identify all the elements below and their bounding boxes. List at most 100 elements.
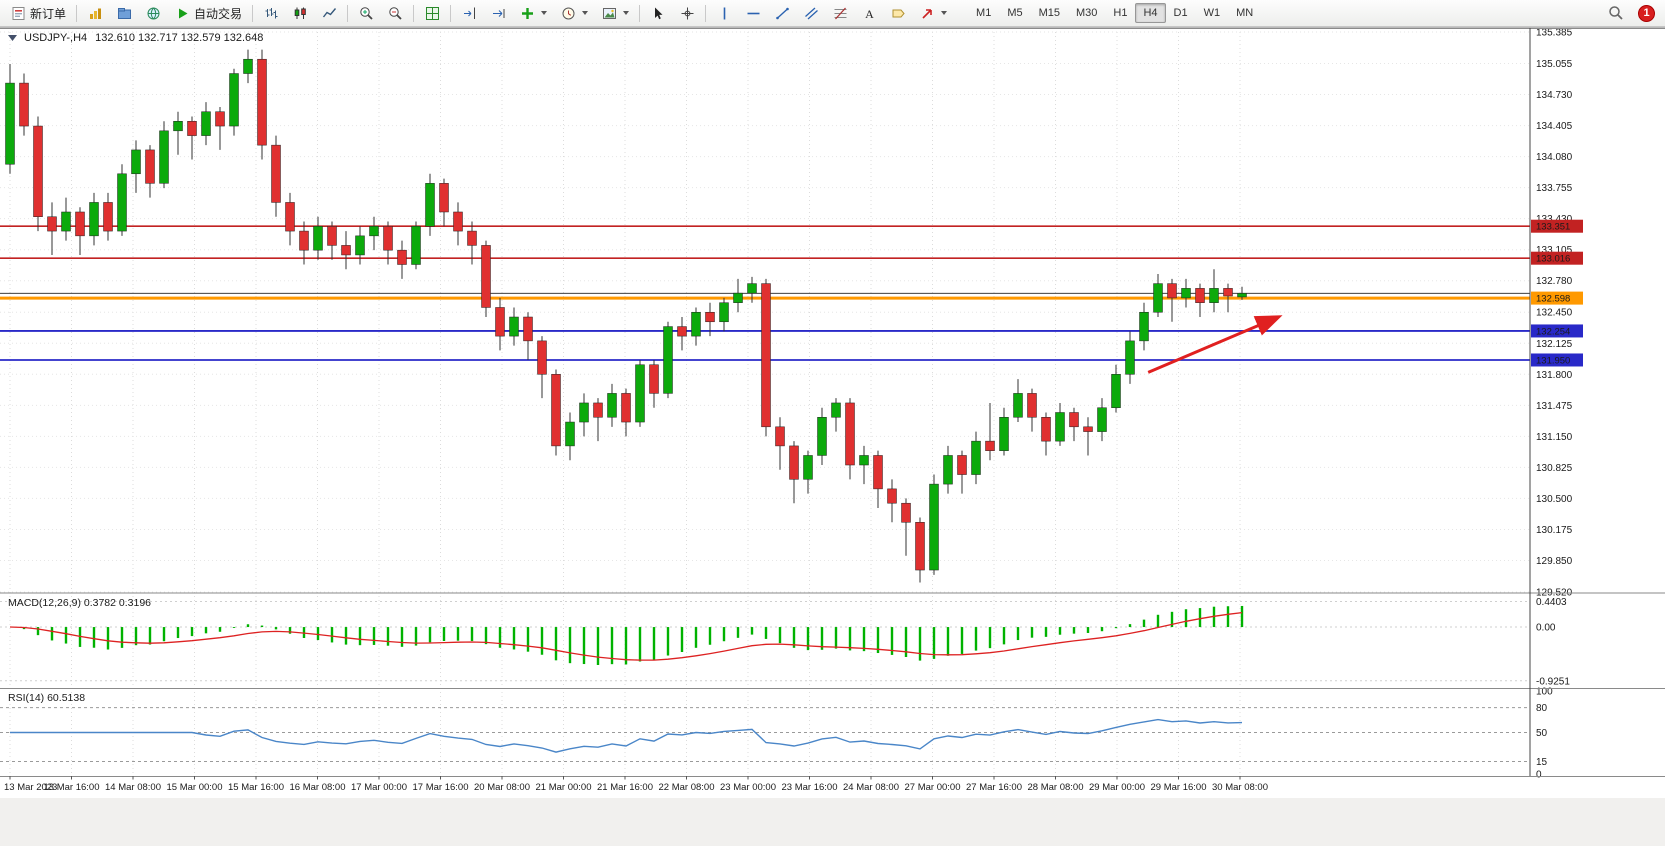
candle-body[interactable]: [817, 417, 827, 456]
candle-body[interactable]: [537, 340, 547, 375]
candle-body[interactable]: [845, 402, 855, 466]
price-chart[interactable]: 135.385 135.055 134.730 134.405 134.080 133.7…: [0, 28, 1665, 798]
candle-body[interactable]: [1069, 412, 1079, 428]
candle-body[interactable]: [411, 226, 421, 265]
candle-body[interactable]: [649, 364, 659, 394]
candle-body[interactable]: [1027, 393, 1037, 418]
timeframe-d1-button[interactable]: D1: [1166, 3, 1196, 23]
candle-body[interactable]: [985, 440, 995, 451]
arrows-tool-button[interactable]: [913, 2, 953, 24]
candle-body[interactable]: [355, 235, 365, 256]
candle-body[interactable]: [775, 426, 785, 447]
add-indicator-button[interactable]: [513, 2, 553, 24]
timeframe-m30-button[interactable]: M30: [1068, 3, 1105, 23]
timeframe-m15-button[interactable]: M15: [1031, 3, 1068, 23]
zoom-out-button[interactable]: [381, 2, 409, 24]
candle-body[interactable]: [789, 445, 799, 480]
autotrading-button[interactable]: 自动交易: [168, 2, 248, 24]
candle-body[interactable]: [47, 216, 57, 232]
candlestick-chart-button[interactable]: [286, 2, 314, 24]
trendline-button[interactable]: [768, 2, 796, 24]
candle-body[interactable]: [1055, 412, 1065, 442]
zoom-in-button[interactable]: [352, 2, 380, 24]
timeframe-m5-button[interactable]: M5: [999, 3, 1030, 23]
candle-body[interactable]: [75, 211, 85, 237]
candle-body[interactable]: [61, 211, 71, 232]
new-chart-button[interactable]: [81, 2, 109, 24]
horizontal-line-button[interactable]: [739, 2, 767, 24]
candle-body[interactable]: [19, 82, 29, 127]
market-watch-button[interactable]: [139, 2, 167, 24]
candle-body[interactable]: [943, 455, 953, 485]
candle-body[interactable]: [705, 311, 715, 323]
timeframe-h4-button[interactable]: H4: [1135, 3, 1166, 23]
candle-body[interactable]: [509, 316, 519, 337]
candle-body[interactable]: [621, 393, 631, 423]
candle-body[interactable]: [831, 402, 841, 418]
candle-body[interactable]: [691, 311, 701, 337]
candle-body[interactable]: [33, 125, 43, 218]
crosshair-button[interactable]: [673, 2, 701, 24]
candle-body[interactable]: [873, 455, 883, 490]
timeframe-mn-button[interactable]: MN: [1228, 3, 1261, 23]
candle-body[interactable]: [383, 226, 393, 251]
candle-body[interactable]: [1041, 417, 1051, 442]
vertical-line-button[interactable]: [710, 2, 738, 24]
candle-body[interactable]: [369, 226, 379, 237]
candle-body[interactable]: [1111, 374, 1121, 408]
candle-body[interactable]: [761, 283, 771, 428]
candle-body[interactable]: [271, 144, 281, 203]
chart-window[interactable]: 135.385 135.055 134.730 134.405 134.080 133.7…: [0, 27, 1665, 798]
candle-body[interactable]: [957, 455, 967, 475]
candle-body[interactable]: [1223, 288, 1233, 297]
candle-body[interactable]: [257, 58, 267, 146]
candle-body[interactable]: [173, 121, 183, 132]
candle-body[interactable]: [663, 326, 673, 394]
candle-body[interactable]: [1013, 393, 1023, 418]
candle-body[interactable]: [1195, 288, 1205, 303]
candle-body[interactable]: [159, 130, 169, 184]
candle-body[interactable]: [439, 183, 449, 213]
text-label-button[interactable]: [884, 2, 912, 24]
profiles-button[interactable]: [110, 2, 138, 24]
candle-body[interactable]: [1125, 340, 1135, 375]
candle-body[interactable]: [1209, 288, 1219, 303]
candle-body[interactable]: [89, 202, 99, 237]
line-chart-button[interactable]: [315, 2, 343, 24]
periods-button[interactable]: [554, 2, 594, 24]
candle-body[interactable]: [117, 173, 127, 232]
candle-body[interactable]: [747, 283, 757, 294]
candle-body[interactable]: [299, 230, 309, 251]
candle-body[interactable]: [243, 58, 253, 74]
candle-body[interactable]: [803, 455, 813, 480]
candle-body[interactable]: [313, 226, 323, 251]
candle-body[interactable]: [341, 245, 351, 256]
candle-body[interactable]: [229, 73, 239, 127]
candle-body[interactable]: [145, 149, 155, 184]
candle-body[interactable]: [1083, 426, 1093, 432]
candle-body[interactable]: [971, 440, 981, 475]
candle-body[interactable]: [593, 402, 603, 418]
candle-body[interactable]: [327, 226, 337, 246]
candle-body[interactable]: [733, 292, 743, 303]
candle-body[interactable]: [551, 374, 561, 447]
candle-body[interactable]: [719, 302, 729, 323]
candle-body[interactable]: [285, 202, 295, 232]
candle-body[interactable]: [579, 402, 589, 423]
cursor-button[interactable]: [644, 2, 672, 24]
candle-body[interactable]: [453, 211, 463, 232]
candle-body[interactable]: [201, 111, 211, 136]
auto-scroll-button[interactable]: [484, 2, 512, 24]
candle-body[interactable]: [523, 316, 533, 342]
timeframe-m1-button[interactable]: M1: [968, 3, 999, 23]
search-button[interactable]: [1602, 2, 1630, 24]
tile-windows-button[interactable]: [418, 2, 446, 24]
chart-shift-button[interactable]: [455, 2, 483, 24]
candle-body[interactable]: [103, 202, 113, 232]
candle-body[interactable]: [215, 111, 225, 127]
candle-body[interactable]: [999, 417, 1009, 451]
templates-button[interactable]: [595, 2, 635, 24]
candle-body[interactable]: [915, 522, 925, 571]
candle-body[interactable]: [607, 393, 617, 418]
candle-body[interactable]: [1181, 288, 1191, 299]
